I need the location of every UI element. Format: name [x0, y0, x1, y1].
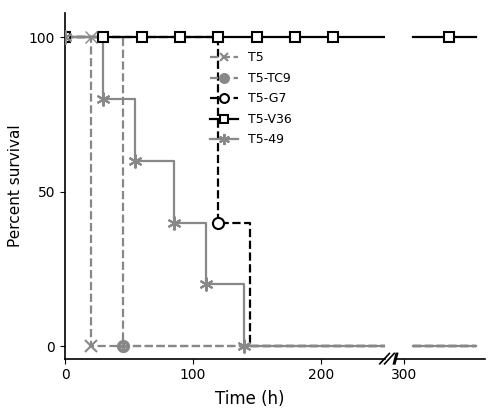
Y-axis label: Percent survival: Percent survival	[8, 124, 24, 247]
Legend: T5, T5-TC9, T5-G7, T5-V36, T5-49: T5, T5-TC9, T5-G7, T5-V36, T5-49	[206, 46, 296, 151]
Text: Time (h): Time (h)	[215, 390, 285, 409]
